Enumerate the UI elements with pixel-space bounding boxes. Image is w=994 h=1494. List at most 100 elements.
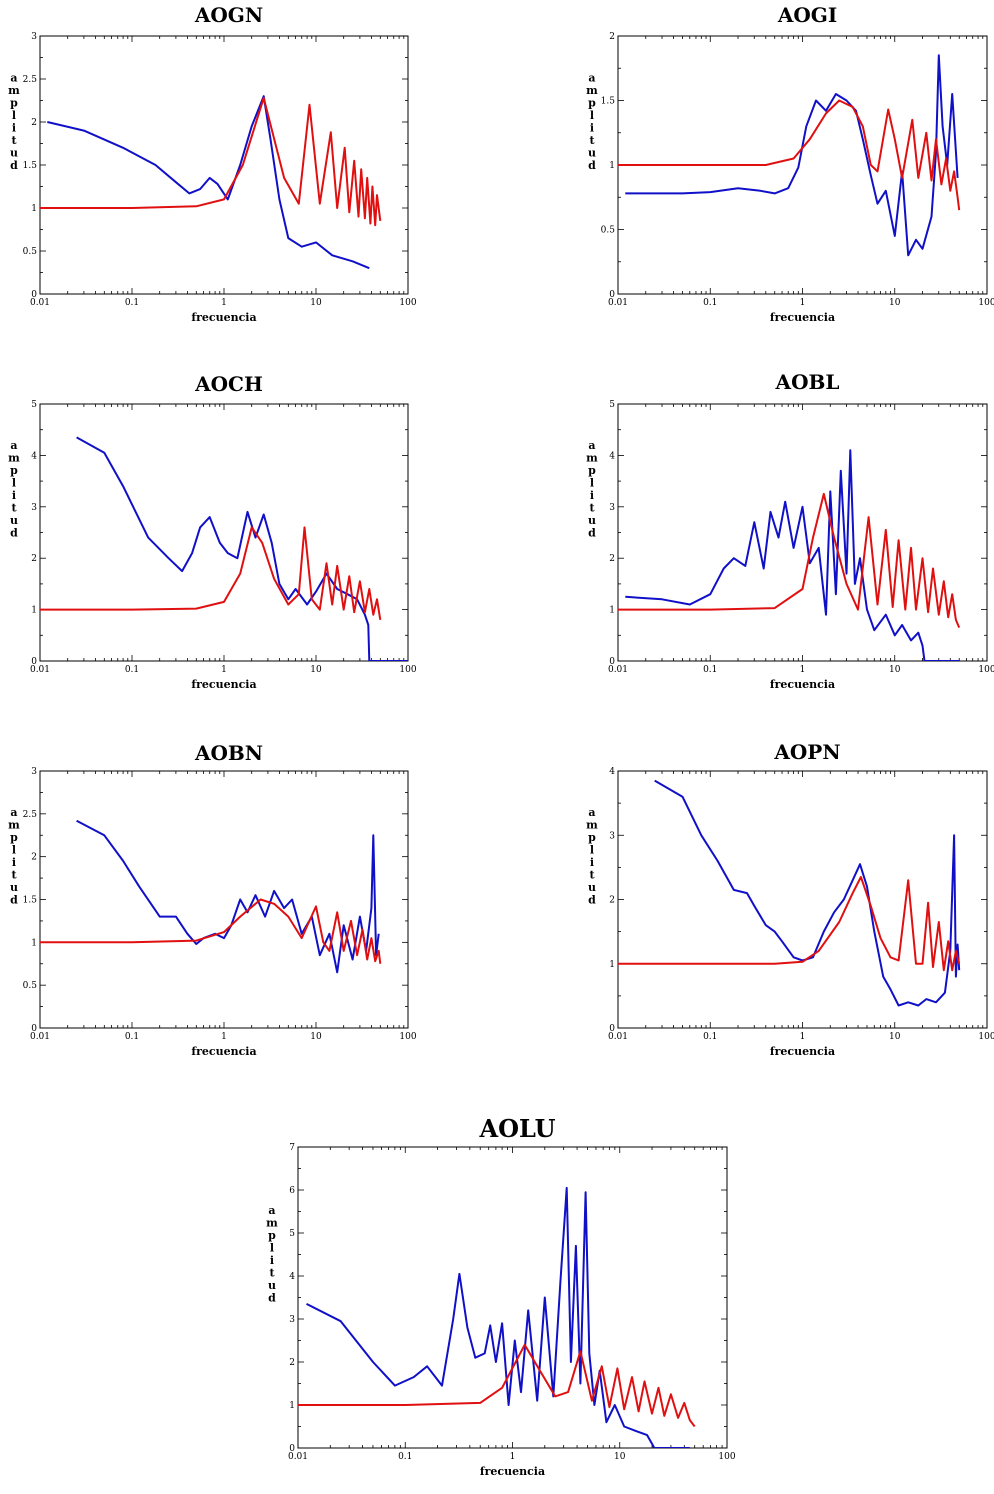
plot-frame bbox=[617, 770, 988, 1029]
x-tick-label: 100 bbox=[399, 665, 416, 675]
y-tick-label: 5 bbox=[289, 1229, 295, 1239]
y-tick-label: 0 bbox=[31, 657, 37, 667]
y-tick-label: 4 bbox=[289, 1272, 295, 1282]
y-tick-label: 2 bbox=[609, 32, 615, 42]
x-tick-label: 0.1 bbox=[125, 298, 139, 308]
y-tick-label: 0 bbox=[609, 290, 615, 300]
y-tick-label: 0.5 bbox=[601, 226, 616, 236]
y-tick-label: 2 bbox=[289, 1358, 295, 1368]
x-tick-label: 0.1 bbox=[125, 1032, 139, 1042]
x-tick-label: 100 bbox=[399, 1032, 416, 1042]
y-tick-label: 2 bbox=[609, 896, 615, 906]
x-axis-label: frecuencia bbox=[480, 1465, 545, 1478]
series-line-blue bbox=[625, 54, 959, 257]
y-tick-label: 1 bbox=[609, 161, 615, 171]
y-tick-label: 3 bbox=[31, 767, 37, 777]
plot-frame bbox=[39, 770, 409, 1029]
x-tick-label: 100 bbox=[978, 1032, 994, 1042]
y-tick-label: 4 bbox=[609, 451, 615, 461]
y-tick-label: 1.5 bbox=[601, 97, 616, 107]
x-tick-label: 1 bbox=[221, 665, 227, 675]
chart-svg: AOBN 0.01 0.1 1 10 100 0 0.5 1 1.5 2 2.5 3 frecuencia… bbox=[8, 741, 417, 1058]
chart-title: AOCH bbox=[194, 372, 263, 396]
series-line-blue bbox=[76, 819, 380, 974]
y-tick-label: 2.5 bbox=[23, 75, 38, 85]
y-tick-label: 3 bbox=[31, 32, 37, 42]
y-tick-label: 1 bbox=[609, 606, 615, 616]
y-tick-label: 1.5 bbox=[23, 161, 38, 171]
chart-panel-aobn: AOBN 0.01 0.1 1 10 100 0 0.5 1 1.5 2 2.5 3 frecuencia… bbox=[0, 735, 420, 1070]
x-axis-label: frecuencia bbox=[191, 1045, 256, 1058]
x-tick-label: 100 bbox=[718, 1452, 735, 1462]
y-tick-label: 0 bbox=[31, 290, 37, 300]
y-tick-label: 0 bbox=[609, 1024, 615, 1034]
y-tick-label: 7 bbox=[289, 1143, 295, 1153]
y-tick-label: 1.5 bbox=[23, 896, 38, 906]
y-tick-label: 3 bbox=[31, 503, 37, 513]
x-tick-label: 0.1 bbox=[398, 1452, 412, 1462]
y-tick-label: 2 bbox=[609, 554, 615, 564]
series-line-blue bbox=[76, 436, 408, 661]
x-tick-label: 1 bbox=[800, 665, 806, 675]
x-tick-label: 1 bbox=[800, 298, 806, 308]
x-tick-label: 100 bbox=[978, 298, 994, 308]
y-tick-label: 3 bbox=[609, 503, 615, 513]
y-tick-label: 5 bbox=[609, 400, 615, 410]
series-line-blue bbox=[47, 95, 370, 270]
x-tick-label: 1 bbox=[221, 298, 227, 308]
chart-title: AOGI bbox=[777, 3, 837, 27]
chart-title: AOPN bbox=[773, 740, 840, 764]
series-line-red bbox=[618, 876, 961, 972]
x-tick-label: 10 bbox=[889, 1032, 901, 1042]
x-tick-label: 10 bbox=[614, 1452, 626, 1462]
x-tick-label: 10 bbox=[889, 665, 901, 675]
x-tick-label: 0.1 bbox=[703, 665, 717, 675]
chart-panel-aobl: AOBL 0.01 0.1 1 10 100 0 1 2 3 4 5 frecuencia a m p l i t u… bbox=[578, 365, 994, 700]
x-axis-label: frecuencia bbox=[770, 678, 835, 691]
x-tick-label: 0.01 bbox=[30, 665, 50, 675]
x-tick-label: 1 bbox=[510, 1452, 516, 1462]
series-line-blue bbox=[625, 449, 960, 661]
x-tick-label: 10 bbox=[310, 1032, 322, 1042]
chart-panel-aolu: AOLU 0.01 0.1 1 10 100 0 1 2 3 4 5 6 7 frecuencia a m p l i… bbox=[250, 1105, 750, 1494]
y-tick-label: 1 bbox=[31, 606, 37, 616]
y-tick-label: 1 bbox=[609, 960, 615, 970]
chart-title: AOGN bbox=[194, 3, 263, 27]
y-tick-label: 0 bbox=[609, 657, 615, 667]
chart-panel-aogn: AOGN 0.01 0.1 1 10 100 0 0.5 1 1.5 2 2.5 3 frecuencia… bbox=[0, 0, 420, 335]
chart-panel-aoch: AOCH 0.01 0.1 1 10 100 0 1 2 3 4 5 frecuencia a m p l i t u… bbox=[0, 365, 420, 700]
x-tick-label: 100 bbox=[399, 298, 416, 308]
x-axis-label: frecuencia bbox=[191, 311, 256, 324]
y-tick-label: 1 bbox=[31, 204, 37, 214]
plot-frame bbox=[617, 403, 988, 662]
chart-panel-aopn: AOPN 0.01 0.1 1 10 100 0 1 2 3 4 frecuencia a m p l i t u d bbox=[578, 735, 994, 1070]
chart-svg: AOGN 0.01 0.1 1 10 100 0 0.5 1 1.5 2 2.5 3 frecuencia… bbox=[8, 3, 417, 324]
x-axis-label: frecuencia bbox=[191, 678, 256, 691]
x-tick-label: 0.1 bbox=[703, 298, 717, 308]
series-line-red bbox=[40, 96, 382, 227]
x-tick-label: 0.1 bbox=[125, 665, 139, 675]
series-line-red bbox=[618, 99, 961, 211]
plot-frame bbox=[297, 1146, 728, 1449]
series-line-red bbox=[40, 898, 382, 964]
chart-title: AOLU bbox=[478, 1114, 555, 1143]
plot-frame bbox=[39, 403, 409, 662]
x-axis-label: frecuencia bbox=[770, 1045, 835, 1058]
series-line-red bbox=[298, 1343, 696, 1428]
y-tick-label: 0 bbox=[31, 1024, 37, 1034]
x-tick-label: 0.01 bbox=[30, 298, 50, 308]
y-tick-label: 2 bbox=[31, 554, 37, 564]
series-line-red bbox=[618, 492, 961, 628]
chart-svg: AOBL 0.01 0.1 1 10 100 0 1 2 3 4 5 frecuencia a m p l i t u… bbox=[586, 370, 994, 691]
chart-svg: AOPN 0.01 0.1 1 10 100 0 1 2 3 4 frecuencia a m p l i t u d bbox=[586, 740, 994, 1058]
y-tick-label: 6 bbox=[289, 1186, 295, 1196]
y-tick-label: 5 bbox=[31, 400, 37, 410]
y-tick-label: 2 bbox=[31, 118, 37, 128]
x-tick-label: 10 bbox=[310, 665, 322, 675]
y-tick-label: 3 bbox=[289, 1315, 295, 1325]
